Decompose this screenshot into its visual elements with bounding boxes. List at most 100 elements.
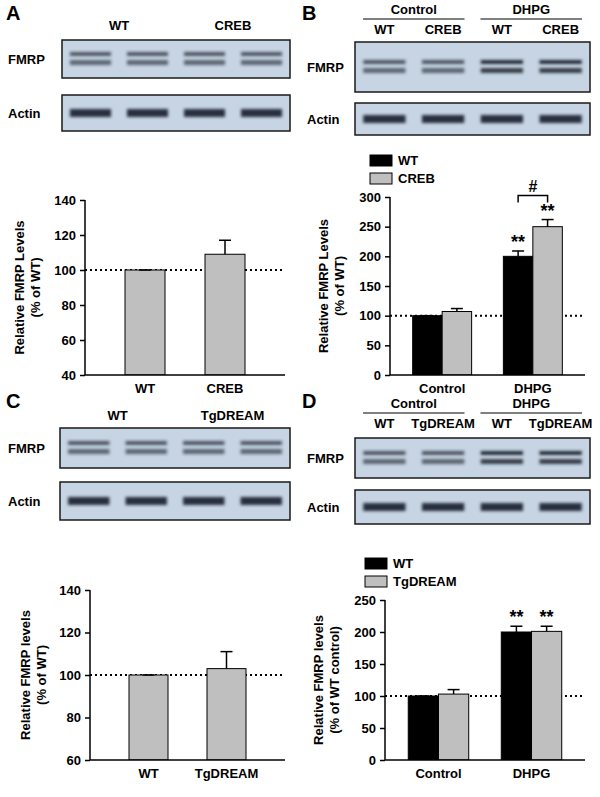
y-tick-label: 100 bbox=[359, 308, 381, 323]
x-tick-label: CREB bbox=[207, 381, 244, 396]
x-axis-line bbox=[390, 374, 585, 376]
blot-background bbox=[60, 428, 290, 468]
y-tick-mark bbox=[380, 728, 385, 730]
y-axis: 050100150200250300 bbox=[359, 190, 390, 383]
band bbox=[126, 449, 167, 454]
error-bar-cap bbox=[448, 689, 460, 691]
x-tick: CREB bbox=[207, 375, 244, 396]
band bbox=[481, 115, 523, 123]
band bbox=[481, 451, 523, 455]
band bbox=[241, 449, 282, 454]
legend-label: TgDREAM bbox=[393, 574, 457, 589]
bands bbox=[363, 60, 582, 73]
group-underline bbox=[481, 413, 583, 414]
legend-swatch bbox=[365, 558, 387, 569]
band bbox=[539, 68, 581, 73]
lane-label: CREB bbox=[425, 22, 462, 37]
bar bbox=[413, 316, 442, 375]
error-bar bbox=[421, 315, 433, 316]
blot-background bbox=[60, 482, 290, 520]
band bbox=[183, 497, 224, 505]
y-tick-mark bbox=[80, 340, 85, 342]
x-axis: WT CREB bbox=[85, 375, 285, 396]
chart: 406080100120140WTCREBRelative FMRP Level… bbox=[12, 193, 285, 397]
y-tick: 150 bbox=[354, 657, 385, 672]
band bbox=[363, 60, 405, 64]
y-tick: 120 bbox=[59, 625, 90, 640]
x-axis-line bbox=[85, 374, 285, 376]
band bbox=[422, 115, 464, 123]
band bbox=[183, 441, 224, 445]
y-tick-mark bbox=[80, 375, 85, 377]
band bbox=[363, 459, 405, 464]
y-axis-title: Relative FMRP Levels bbox=[316, 219, 331, 353]
legend-swatch bbox=[370, 173, 392, 184]
error-bar bbox=[451, 309, 463, 312]
band bbox=[70, 109, 111, 117]
annotation: ** bbox=[509, 607, 523, 627]
error-bar-stem bbox=[224, 240, 226, 254]
band bbox=[184, 60, 225, 65]
y-tick-mark bbox=[385, 345, 390, 347]
bands bbox=[363, 503, 582, 511]
bar bbox=[442, 312, 471, 375]
row-label: FMRP bbox=[307, 451, 344, 466]
group-underline bbox=[481, 19, 583, 20]
bar bbox=[408, 696, 438, 760]
band bbox=[481, 459, 523, 464]
y-axis: 6080100120140 bbox=[59, 583, 90, 768]
band bbox=[481, 60, 523, 64]
reference-line bbox=[90, 674, 285, 676]
bar bbox=[129, 675, 168, 760]
band bbox=[363, 115, 405, 123]
blot-background bbox=[62, 95, 290, 131]
y-tick: 300 bbox=[359, 190, 390, 205]
band bbox=[481, 68, 523, 73]
y-tick-label: 100 bbox=[354, 689, 376, 704]
y-tick: 140 bbox=[54, 193, 85, 208]
y-tick-label: 150 bbox=[354, 657, 376, 672]
error-bar bbox=[542, 220, 554, 227]
y-tick: 80 bbox=[67, 710, 90, 725]
band bbox=[241, 109, 282, 117]
lane-label: WT bbox=[492, 22, 512, 37]
y-axis-line bbox=[384, 600, 386, 760]
annotation: ** bbox=[540, 607, 554, 627]
lane-label: WT bbox=[492, 416, 512, 431]
y-tick-label: 80 bbox=[62, 298, 76, 313]
bar bbox=[501, 632, 531, 760]
y-tick-mark bbox=[85, 760, 90, 762]
x-tick: WT bbox=[135, 375, 155, 396]
y-tick: 60 bbox=[62, 333, 85, 348]
bar bbox=[503, 256, 532, 375]
lane-label: WT bbox=[107, 408, 127, 423]
x-tick-label: WT bbox=[138, 766, 158, 781]
bands bbox=[363, 115, 582, 123]
band bbox=[126, 497, 167, 505]
band bbox=[422, 68, 464, 73]
row-label: FMRP bbox=[8, 52, 45, 67]
lane-label: CREB bbox=[215, 18, 252, 33]
y-tick-label: 60 bbox=[62, 333, 76, 348]
y-tick: 50 bbox=[367, 338, 390, 353]
group-label: Control bbox=[391, 396, 437, 411]
x-tick-label: WT bbox=[135, 381, 155, 396]
y-tick-mark bbox=[85, 675, 90, 677]
group-underline bbox=[363, 19, 465, 20]
marks bbox=[385, 626, 585, 760]
blot-panel: DControlDHPGWTTgDREAMWTTgDREAMFMRPActin bbox=[302, 390, 592, 524]
panel-letter: A bbox=[6, 2, 20, 24]
y-tick-label: 150 bbox=[359, 279, 381, 294]
y-tick: 100 bbox=[359, 308, 390, 323]
significance-bracket bbox=[518, 196, 547, 203]
chart: 6080100120140WTTgDREAMRelative FMRP leve… bbox=[18, 583, 285, 782]
bar bbox=[533, 227, 562, 375]
bands bbox=[68, 497, 282, 505]
row-label: FMRP bbox=[8, 441, 45, 456]
y-tick-label: 40 bbox=[62, 368, 76, 383]
error-bar bbox=[219, 240, 231, 254]
y-tick-label: 200 bbox=[354, 625, 376, 640]
error-bar bbox=[143, 675, 155, 676]
band bbox=[422, 451, 464, 455]
blot-background bbox=[355, 42, 590, 92]
